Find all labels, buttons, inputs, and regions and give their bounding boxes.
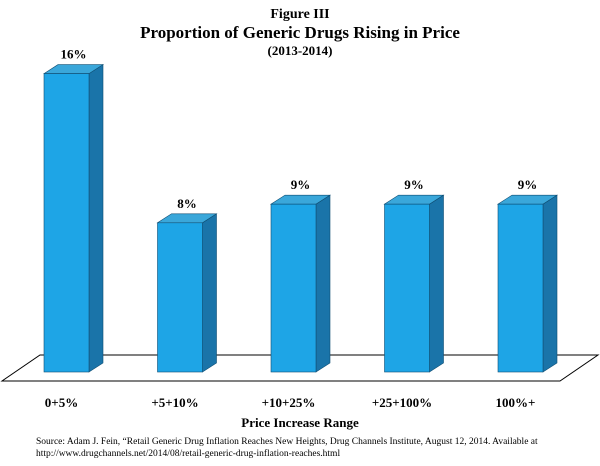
bar-side	[202, 213, 217, 373]
bar-side	[88, 64, 104, 373]
data-label: 9%	[518, 177, 538, 192]
x-tick-label: +10+25%	[262, 395, 316, 410]
x-axis-title: Price Increase Range	[241, 415, 359, 430]
bar-side	[429, 194, 444, 373]
x-tick-label: 100%+	[496, 395, 536, 410]
bar	[157, 222, 203, 373]
data-label: 9%	[404, 177, 424, 192]
bar	[384, 203, 430, 373]
bar	[497, 203, 544, 373]
chart-subtitle: (2013-2014)	[267, 43, 333, 58]
data-label: 9%	[291, 177, 311, 192]
title-block: Figure III Proportion of Generic Drugs R…	[0, 6, 600, 59]
x-tick-label: 0+5%	[45, 395, 78, 410]
bar	[43, 73, 90, 373]
bar-side	[315, 194, 331, 373]
source-note: Source: Adam J. Fein, “Retail Generic Dr…	[36, 437, 538, 459]
data-label: 8%	[177, 196, 197, 211]
bar-side	[542, 194, 558, 373]
chart-title: Proportion of Generic Drugs Rising in Pr…	[140, 23, 460, 42]
figure-label: Figure III	[270, 7, 330, 22]
data-label: 16%	[61, 47, 87, 62]
bar	[270, 203, 317, 373]
x-tick-label: +5+10%	[151, 395, 198, 410]
x-tick-label: +25+100%	[372, 395, 432, 410]
